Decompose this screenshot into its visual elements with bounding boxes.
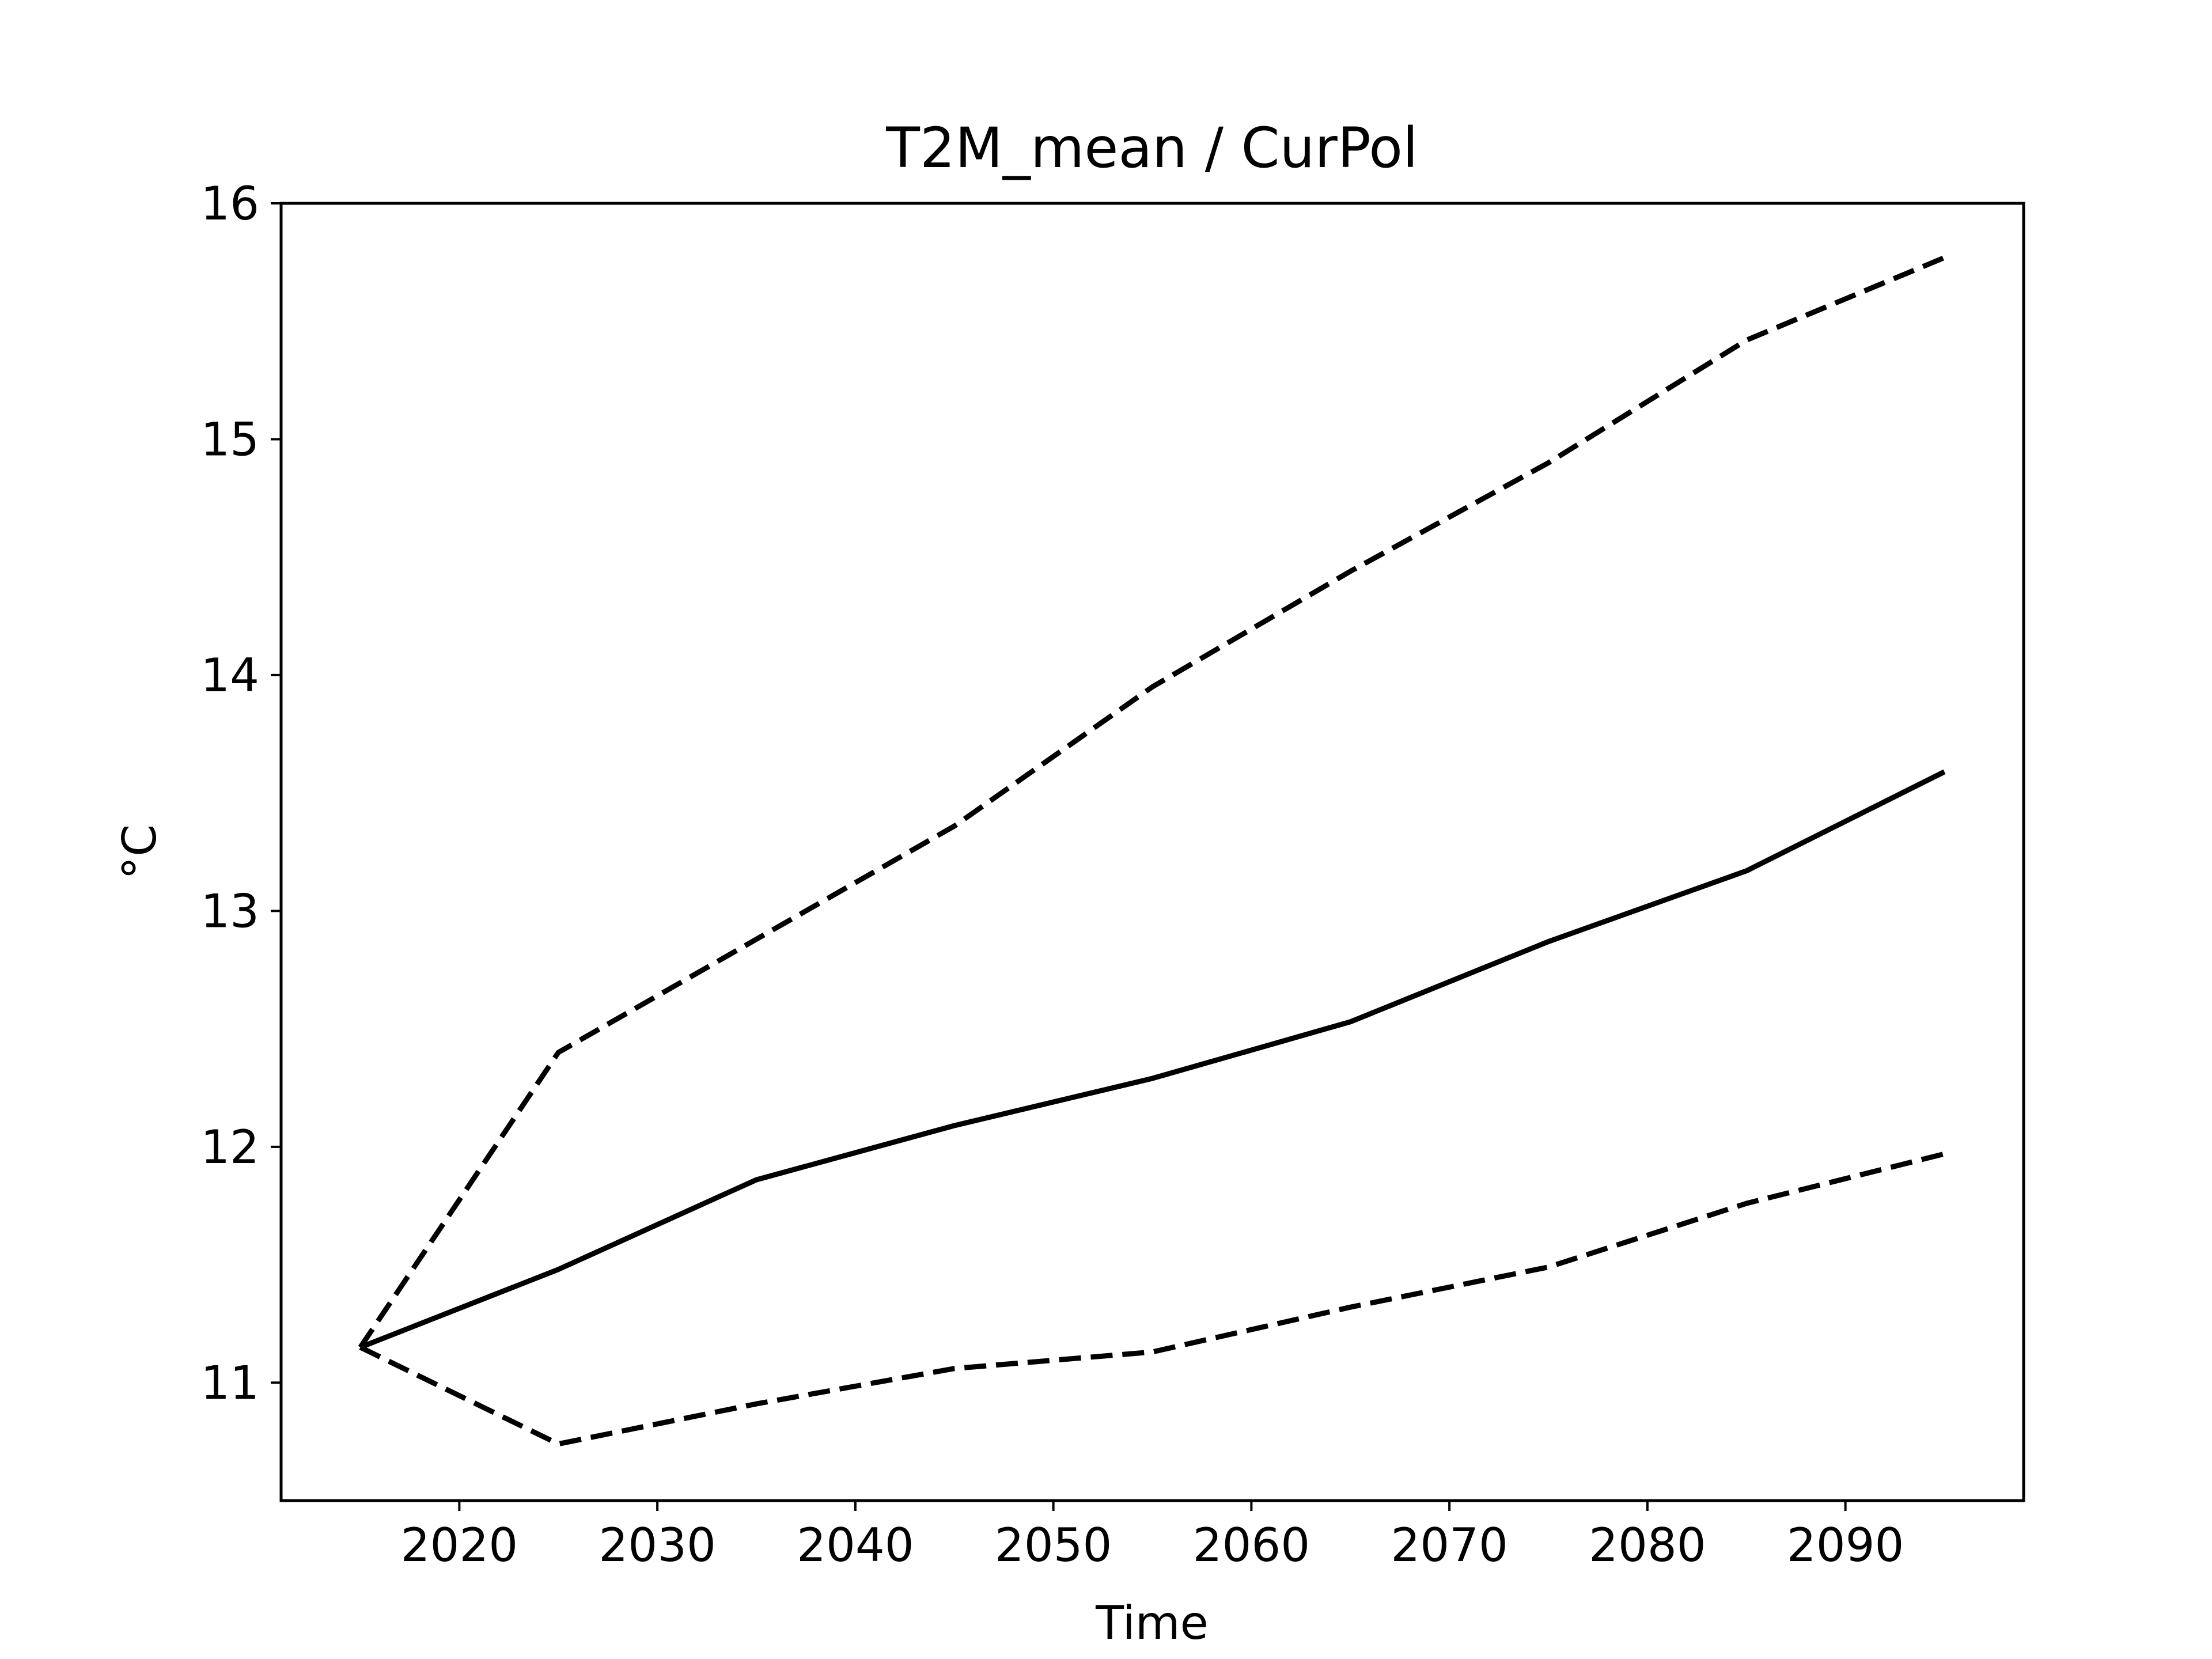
x-tick-label: 2060 [1193, 1518, 1310, 1572]
series-layer [358, 255, 1946, 1447]
chart-title: T2M_mean / CurPol [885, 116, 1418, 180]
x-tick-label: 2020 [401, 1518, 518, 1572]
x-tick-label: 2050 [995, 1518, 1112, 1572]
x-tick-label: 2030 [599, 1518, 716, 1572]
x-tick-label: 2070 [1391, 1518, 1508, 1572]
y-tick-label: 15 [200, 412, 259, 466]
series-line-lower-bound [359, 1151, 1945, 1447]
x-tick-label: 2080 [1589, 1518, 1706, 1572]
series-line-mean [359, 769, 1946, 1350]
x-tick-label: 2090 [1787, 1518, 1904, 1572]
y-tick-label: 11 [200, 1356, 259, 1410]
plot-frame [279, 202, 2025, 1502]
y-tick-label: 14 [200, 649, 259, 702]
series-line-upper-bound [358, 255, 1946, 1349]
x-axis-label: Time [1095, 1596, 1209, 1650]
ticks-layer: 2020 2030 2040 2050 2060 2070 2080 2090 11 12 13 14… [200, 177, 1904, 1572]
y-tick-label: 12 [200, 1120, 259, 1174]
x-tick-label: 2040 [797, 1518, 914, 1572]
y-axis-label: °C [113, 824, 166, 880]
y-tick-label: 16 [200, 177, 259, 230]
y-tick-label: 13 [200, 884, 259, 938]
